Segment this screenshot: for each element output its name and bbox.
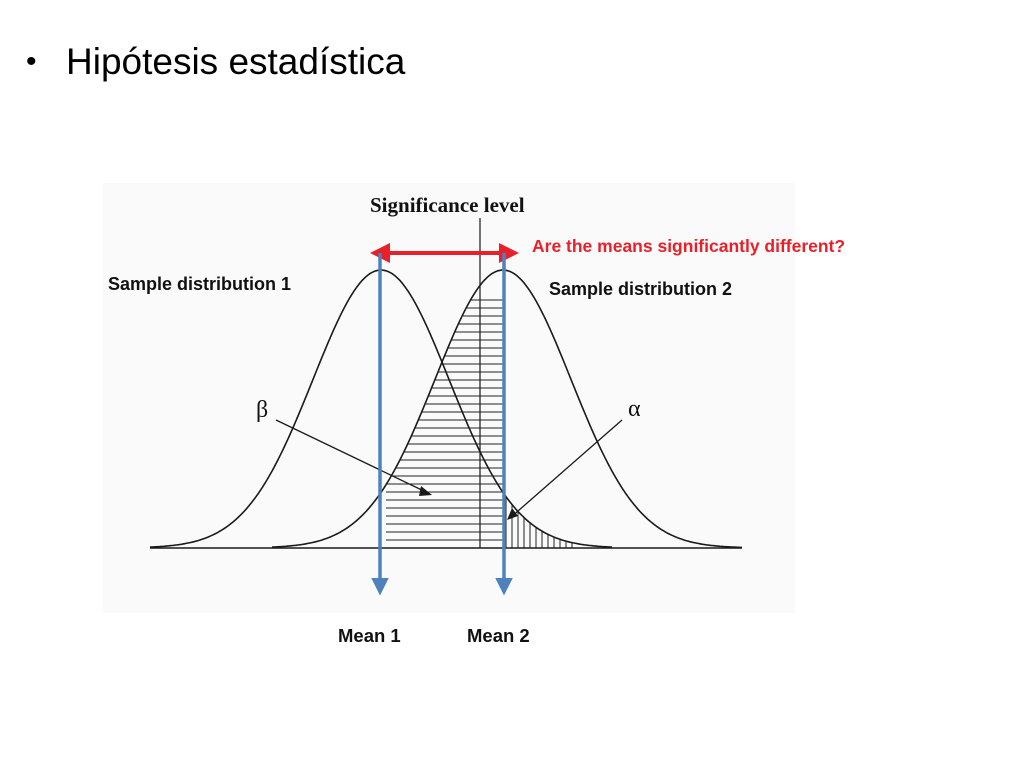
mean-2-label: Mean 2 xyxy=(467,625,530,646)
title-bullet: • xyxy=(26,45,37,78)
beta-pointer-line xyxy=(275,419,429,494)
slide-title: • Hipótesis estadística xyxy=(26,34,405,90)
distribution-1-label: Sample distribution 1 xyxy=(108,274,291,294)
distribution-2-curve xyxy=(271,269,742,549)
beta-label: β xyxy=(256,397,268,423)
alpha-pointer-arrowhead xyxy=(507,508,518,520)
title-text: Hipótesis estadística xyxy=(66,41,406,82)
beta-hatch xyxy=(386,299,504,541)
question-label: Are the means significantly different? xyxy=(532,236,845,256)
significance-level-label: Significance level xyxy=(370,193,525,217)
alpha-label: α xyxy=(628,396,641,422)
alpha-pointer-line xyxy=(509,419,623,519)
distribution-2-label: Sample distribution 2 xyxy=(549,279,732,299)
beta-pointer-arrowhead xyxy=(419,486,432,496)
mean-1-label: Mean 1 xyxy=(338,625,401,646)
alpha-hatch xyxy=(505,496,573,548)
